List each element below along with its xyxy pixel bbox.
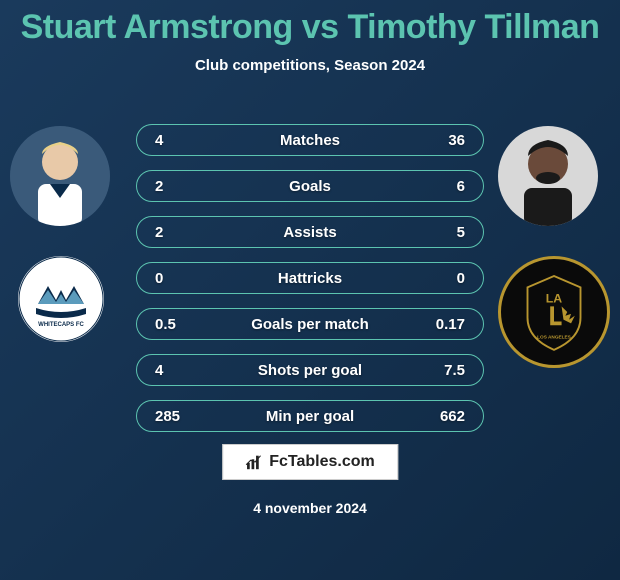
stat-label: Hattricks bbox=[136, 270, 484, 287]
stat-label: Assists bbox=[136, 224, 484, 241]
stat-right-value: 5 bbox=[457, 224, 465, 241]
stat-left-value: 4 bbox=[155, 362, 163, 379]
stat-right-value: 36 bbox=[448, 132, 465, 149]
stat-left-value: 0.5 bbox=[155, 316, 176, 333]
stat-left-value: 2 bbox=[155, 224, 163, 241]
source-logo: FcTables.com bbox=[222, 444, 398, 480]
stat-row-hattricks: 0 Hattricks 0 bbox=[136, 262, 484, 294]
stat-right-value: 7.5 bbox=[444, 362, 465, 379]
stat-row-goals: 2 Goals 6 bbox=[136, 170, 484, 202]
avatar-placeholder-icon bbox=[10, 126, 110, 226]
comparison-date: 4 november 2024 bbox=[0, 500, 620, 516]
stats-table: 4 Matches 36 2 Goals 6 2 Assists 5 0 Hat… bbox=[136, 124, 484, 446]
stat-row-shots-per-goal: 4 Shots per goal 7.5 bbox=[136, 354, 484, 386]
svg-text:LOS ANGELES: LOS ANGELES bbox=[537, 335, 571, 341]
stat-left-value: 2 bbox=[155, 178, 163, 195]
source-logo-text: FcTables.com bbox=[269, 453, 375, 471]
stat-right-value: 0.17 bbox=[436, 316, 465, 333]
svg-text:LA: LA bbox=[546, 292, 563, 306]
stat-label: Min per goal bbox=[136, 408, 484, 425]
stat-right-value: 0 bbox=[457, 270, 465, 287]
stat-row-matches: 4 Matches 36 bbox=[136, 124, 484, 156]
stat-label: Matches bbox=[136, 132, 484, 149]
stat-label: Shots per goal bbox=[136, 362, 484, 379]
stat-right-value: 662 bbox=[440, 408, 465, 425]
right-player-column: LA LOS ANGELES bbox=[498, 126, 610, 368]
left-player-column: WHITECAPS FC bbox=[10, 126, 110, 342]
stat-left-value: 4 bbox=[155, 132, 163, 149]
stat-row-min-per-goal: 285 Min per goal 662 bbox=[136, 400, 484, 432]
stat-left-value: 0 bbox=[155, 270, 163, 287]
stat-right-value: 6 bbox=[457, 178, 465, 195]
lafc-badge-icon: LA LOS ANGELES bbox=[501, 259, 607, 365]
season-subtitle: Club competitions, Season 2024 bbox=[0, 57, 620, 74]
stat-label: Goals bbox=[136, 178, 484, 195]
left-club-badge: WHITECAPS FC bbox=[18, 256, 104, 342]
stat-row-assists: 2 Assists 5 bbox=[136, 216, 484, 248]
stat-label: Goals per match bbox=[136, 316, 484, 333]
whitecaps-badge-icon: WHITECAPS FC bbox=[18, 256, 104, 342]
avatar-placeholder-icon bbox=[498, 126, 598, 226]
right-club-badge: LA LOS ANGELES bbox=[498, 256, 610, 368]
stat-row-goals-per-match: 0.5 Goals per match 0.17 bbox=[136, 308, 484, 340]
page-title: Stuart Armstrong vs Timothy Tillman bbox=[0, 0, 620, 47]
right-player-avatar bbox=[498, 126, 598, 226]
left-player-avatar bbox=[10, 126, 110, 226]
bar-chart-icon bbox=[245, 453, 263, 471]
stat-left-value: 285 bbox=[155, 408, 180, 425]
svg-text:WHITECAPS FC: WHITECAPS FC bbox=[38, 322, 84, 328]
